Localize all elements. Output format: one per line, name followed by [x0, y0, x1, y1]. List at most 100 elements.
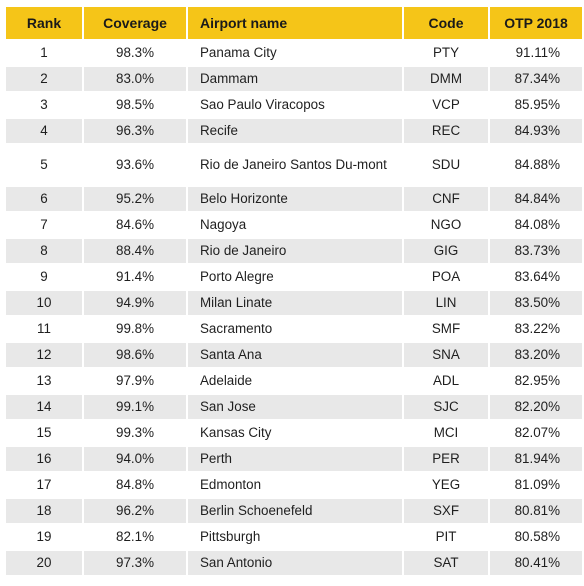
airport-name-cell: San Jose	[188, 395, 402, 419]
code-cell: MCI	[404, 421, 488, 445]
code-cell: PIT	[404, 525, 488, 549]
table-row: 16 94.0% Perth PER 81.94%	[6, 447, 582, 471]
table-row: 8 88.4% Rio de Janeiro GIG 83.73%	[6, 239, 582, 263]
otp-cell: 82.20%	[490, 395, 582, 419]
code-cell: NGO	[404, 213, 488, 237]
airport-name-cell: Milan Linate	[188, 291, 402, 315]
table-row: 13 97.9% Adelaide ADL 82.95%	[6, 369, 582, 393]
coverage-cell: 96.3%	[84, 119, 186, 143]
otp-cell: 85.95%	[490, 93, 582, 117]
header-rank: Rank	[6, 7, 82, 39]
coverage-cell: 97.9%	[84, 369, 186, 393]
table-row: 18 96.2% Berlin Schoenefeld SXF 80.81%	[6, 499, 582, 523]
otp-cell: 83.22%	[490, 317, 582, 341]
code-cell: ADL	[404, 369, 488, 393]
otp-cell: 84.93%	[490, 119, 582, 143]
airport-name-cell: Dammam	[188, 67, 402, 91]
rank-cell: 17	[6, 473, 82, 497]
rank-cell: 3	[6, 93, 82, 117]
otp-cell: 84.08%	[490, 213, 582, 237]
table-row: 20 97.3% San Antonio SAT 80.41%	[6, 551, 582, 575]
code-cell: SAT	[404, 551, 488, 575]
table-row: 17 84.8% Edmonton YEG 81.09%	[6, 473, 582, 497]
otp-cell: 82.95%	[490, 369, 582, 393]
airport-name-cell: Panama City	[188, 41, 402, 65]
airport-name-cell: Sacramento	[188, 317, 402, 341]
code-cell: SJC	[404, 395, 488, 419]
rank-cell: 19	[6, 525, 82, 549]
coverage-cell: 84.8%	[84, 473, 186, 497]
code-cell: VCP	[404, 93, 488, 117]
airport-name-cell: San Antonio	[188, 551, 402, 575]
code-cell: SDU	[404, 145, 488, 185]
airport-name-cell: Rio de Janeiro Santos Du-mont	[188, 145, 402, 185]
header-airport-name: Airport name	[188, 7, 402, 39]
table-row: 7 84.6% Nagoya NGO 84.08%	[6, 213, 582, 237]
rank-cell: 1	[6, 41, 82, 65]
coverage-cell: 93.6%	[84, 145, 186, 185]
airport-name-cell: Berlin Schoenefeld	[188, 499, 402, 523]
code-cell: SMF	[404, 317, 488, 341]
code-cell: PTY	[404, 41, 488, 65]
table-row: 3 98.5% Sao Paulo Viracopos VCP 85.95%	[6, 93, 582, 117]
otp-cell: 82.07%	[490, 421, 582, 445]
table-row: 6 95.2% Belo Horizonte CNF 84.84%	[6, 187, 582, 211]
airport-name-cell: Nagoya	[188, 213, 402, 237]
table-row: 12 98.6% Santa Ana SNA 83.20%	[6, 343, 582, 367]
table-row: 1 98.3% Panama City PTY 91.11%	[6, 41, 582, 65]
rank-cell: 5	[6, 145, 82, 185]
otp-cell: 81.09%	[490, 473, 582, 497]
coverage-cell: 94.0%	[84, 447, 186, 471]
header-coverage: Coverage	[84, 7, 186, 39]
table-row: 5 93.6% Rio de Janeiro Santos Du-mont SDU 84…	[6, 145, 582, 185]
otp-cell: 87.34%	[490, 67, 582, 91]
table-row: 9 91.4% Porto Alegre POA 83.64%	[6, 265, 582, 289]
coverage-cell: 98.3%	[84, 41, 186, 65]
otp-cell: 83.50%	[490, 291, 582, 315]
otp-cell: 80.58%	[490, 525, 582, 549]
coverage-cell: 96.2%	[84, 499, 186, 523]
airport-name-cell: Kansas City	[188, 421, 402, 445]
airport-name-cell: Adelaide	[188, 369, 402, 393]
otp-cell: 84.84%	[490, 187, 582, 211]
rank-cell: 2	[6, 67, 82, 91]
coverage-cell: 83.0%	[84, 67, 186, 91]
header-code: Code	[404, 7, 488, 39]
table-row: 19 82.1% Pittsburgh PIT 80.58%	[6, 525, 582, 549]
code-cell: DMM	[404, 67, 488, 91]
table-row: 11 99.8% Sacramento SMF 83.22%	[6, 317, 582, 341]
code-cell: REC	[404, 119, 488, 143]
rank-cell: 20	[6, 551, 82, 575]
coverage-cell: 95.2%	[84, 187, 186, 211]
table-row: 4 96.3% Recife REC 84.93%	[6, 119, 582, 143]
coverage-cell: 98.5%	[84, 93, 186, 117]
rank-cell: 10	[6, 291, 82, 315]
coverage-cell: 84.6%	[84, 213, 186, 237]
rank-cell: 14	[6, 395, 82, 419]
airport-name-cell: Sao Paulo Viracopos	[188, 93, 402, 117]
coverage-cell: 82.1%	[84, 525, 186, 549]
coverage-cell: 98.6%	[84, 343, 186, 367]
otp-cell: 80.41%	[490, 551, 582, 575]
otp-cell: 91.11%	[490, 41, 582, 65]
otp-cell: 83.64%	[490, 265, 582, 289]
rank-cell: 6	[6, 187, 82, 211]
rank-cell: 16	[6, 447, 82, 471]
code-cell: SXF	[404, 499, 488, 523]
otp-cell: 80.81%	[490, 499, 582, 523]
rank-cell: 8	[6, 239, 82, 263]
otp-cell: 83.20%	[490, 343, 582, 367]
header-row: Rank Coverage Airport name Code OTP 2018	[6, 7, 582, 39]
coverage-cell: 91.4%	[84, 265, 186, 289]
table-row: 14 99.1% San Jose SJC 82.20%	[6, 395, 582, 419]
coverage-cell: 99.3%	[84, 421, 186, 445]
rank-cell: 11	[6, 317, 82, 341]
coverage-cell: 99.1%	[84, 395, 186, 419]
airport-name-cell: Pittsburgh	[188, 525, 402, 549]
code-cell: PER	[404, 447, 488, 471]
rank-cell: 9	[6, 265, 82, 289]
otp-cell: 84.88%	[490, 145, 582, 185]
rank-cell: 15	[6, 421, 82, 445]
rank-cell: 13	[6, 369, 82, 393]
code-cell: LIN	[404, 291, 488, 315]
